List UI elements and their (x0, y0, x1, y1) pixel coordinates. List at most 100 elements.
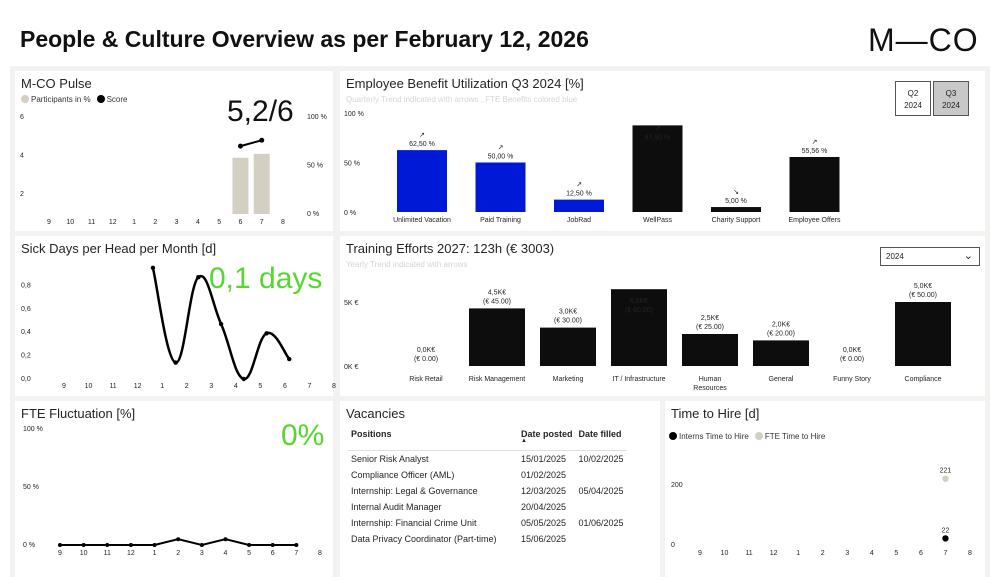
y-tick-label: 100 % (23, 426, 43, 433)
bar-value-label: 4,5K€ (488, 289, 506, 296)
x-tick-label: 7 (294, 550, 298, 557)
bar-value-label: 55,56 % (802, 148, 828, 155)
hire-panel: Time to Hire [d] Interns Time to Hire FT… (665, 401, 985, 577)
y-tick-label: 4 (20, 152, 24, 159)
bar-value-label: 50,00 % (488, 154, 514, 161)
trend-up-arrow-icon: ↗ (419, 132, 425, 139)
y-tick-label: 50 % (23, 484, 39, 491)
y-tick-label: 100 % (344, 111, 364, 118)
x-tick-label: 5 (258, 383, 262, 390)
benefit-bar (554, 199, 604, 212)
x-tick-label: Risk Retail (409, 376, 443, 383)
y-tick-label: 6 (20, 114, 24, 121)
legend-score[interactable]: Score (96, 95, 128, 104)
table-row[interactable]: Internship: Legal & Governance 12/03/2025… (348, 483, 627, 499)
x-tick-label: 10 (85, 383, 93, 390)
q2-2024-button[interactable]: Q2 2024 (895, 81, 931, 116)
date-filled-cell: 05/04/2025 (578, 485, 624, 496)
y2-tick-label: 50 % (307, 163, 323, 170)
x-tick-label: 4 (234, 383, 238, 390)
x-tick-label: Resources (693, 385, 727, 392)
x-tick-label: 6 (283, 383, 287, 390)
training-bar (469, 308, 525, 366)
x-tick-label: 11 (88, 219, 95, 226)
y-tick-label: 0 % (344, 210, 356, 217)
position-cell: Compliance Officer (AML) (351, 469, 455, 480)
y2-tick-label: 100 % (307, 114, 327, 121)
x-tick-label: 2 (185, 383, 189, 390)
score-point (237, 143, 243, 149)
x-tick-label: 3 (175, 219, 179, 226)
date-posted-cell: 05/05/2025 (521, 517, 567, 528)
sick-days-chart: 9 10 11 12 1 2 3 4 5 6 7 80,00,20,40,60,8 (21, 265, 336, 390)
y-tick-label: 5K € (344, 300, 359, 307)
x-tick-label: 11 (109, 383, 116, 390)
year-dropdown[interactable]: 2024 ⌄ (880, 247, 980, 266)
position-cell: Internship: Legal & Governance (351, 485, 478, 496)
x-tick-label: 8 (968, 550, 972, 557)
q-label: Q2 (907, 89, 919, 98)
q3-2024-button[interactable]: Q3 2024 (933, 81, 969, 116)
fte-title: FTE Fluctuation [%] (21, 406, 136, 421)
pulse-title: M-CO Pulse (21, 76, 92, 91)
bar-value-label: 3,0K€ (559, 309, 577, 316)
bar-value-label: 5,00 % (725, 198, 747, 205)
x-tick-label: 9 (62, 383, 66, 390)
table-row[interactable]: Senior Risk Analyst 15/01/2025 10/02/2025 (348, 451, 627, 467)
legend-fte[interactable]: FTE Time to Hire (754, 432, 825, 441)
table-row[interactable]: Internship: Financial Crime Unit 05/05/20… (348, 515, 627, 531)
col-date-filled[interactable]: Date filled (575, 427, 627, 451)
trend-up-arrow-icon: ↗ (498, 145, 504, 152)
x-tick-label: 12 (109, 219, 117, 226)
bar-value-label: 0,0K€ (417, 347, 435, 354)
fte-kpi: 0% (281, 419, 325, 452)
fte-point (81, 543, 86, 547)
x-tick-label: 8 (332, 383, 336, 390)
training-chart: 0K € 5K € 0,0K€ (€ 0.00) Risk Retail 4,5K€ (€ … (344, 283, 951, 392)
y-tick-label: 200 (671, 482, 683, 489)
x-tick-label: 1 (153, 550, 157, 557)
bar-sub-label: (€ 0.00) (840, 356, 864, 363)
legend-interns[interactable]: Interns Time to Hire (669, 432, 749, 441)
bar-value-label: 2,0K€ (772, 321, 790, 328)
x-tick-label: 4 (196, 219, 200, 226)
chevron-down-icon: ⌄ (963, 250, 973, 262)
fte-panel: FTE Fluctuation [%] 0% 9 10 11 12 1 2 3 4 5 6 7 8 0 … (15, 401, 333, 577)
training-bar (682, 334, 738, 366)
x-tick-label: 9 (58, 550, 62, 557)
table-row[interactable]: Internal Audit Manager 20/04/2025 (348, 499, 627, 515)
legend-participants[interactable]: Participants in % (21, 95, 91, 104)
position-cell: Internship: Financial Crime Unit (351, 517, 477, 528)
vacancies-table: Positions Date posted ▲ Date filled Senio… (348, 427, 627, 547)
year-value: 2024 (886, 252, 904, 261)
circle-icon (21, 95, 29, 103)
x-tick-label: 11 (745, 550, 752, 557)
bar-sub-label: (€ 60.00) (625, 307, 653, 314)
sick-days-point (173, 360, 178, 365)
point-value-label: 221 (940, 468, 952, 475)
position-cell: Senior Risk Analyst (351, 453, 429, 464)
position-cell: Internal Audit Manager (351, 501, 442, 512)
sick-days-panel: Sick Days per Head per Month [d] 0,1 day… (15, 236, 336, 396)
legend-label: Interns Time to Hire (679, 432, 749, 441)
fte-point (199, 543, 204, 547)
col-positions[interactable]: Positions (348, 427, 518, 451)
y-tick-label: 0,6 (21, 306, 31, 313)
x-tick-label: 3 (200, 550, 204, 557)
benefit-bar (632, 125, 683, 212)
sick-days-kpi: 0,1 days (209, 262, 323, 295)
training-panel: Training Efforts 2027: 123h (€ 3003) Yea… (340, 236, 985, 396)
date-filled-cell (576, 499, 627, 515)
fte-point (176, 537, 181, 542)
col-date-posted[interactable]: Date posted ▲ (518, 427, 576, 451)
point-value-label: 22 (942, 527, 950, 534)
fte-point (152, 543, 157, 547)
fte-point (105, 543, 110, 547)
y-tick-label: 0,4 (21, 329, 31, 336)
sick-days-point (150, 265, 156, 271)
trend-up-arrow-icon: ↗ (812, 139, 818, 146)
table-row[interactable]: Compliance Officer (AML) 01/02/2025 (348, 467, 627, 483)
table-row[interactable]: Data Privacy Coordinator (Part-time) 15/0… (348, 531, 627, 547)
company-logo: M—CO (868, 22, 979, 58)
x-tick-label: 6 (271, 550, 275, 557)
